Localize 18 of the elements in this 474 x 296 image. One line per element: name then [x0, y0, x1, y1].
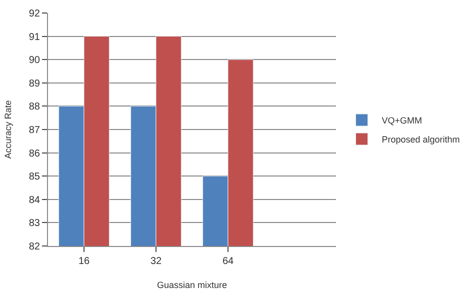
y-tick-label: 89 [28, 78, 40, 90]
x-tick-label: 64 [222, 256, 234, 267]
y-tick-label: 91 [28, 32, 40, 43]
y-tick-label: 90 [28, 55, 40, 66]
x-axis-title: Guassian mixture [156, 280, 228, 290]
y-tick-label: 88 [28, 102, 40, 113]
y-tick-label: 82 [28, 242, 40, 252]
x-tick-label: 32 [150, 256, 162, 267]
y-tick-label: 85 [28, 172, 40, 183]
y-axis-title: Accuracy Rate [3, 100, 14, 159]
y-tick-label: 92 [28, 8, 40, 20]
y-tick-label: 87 [28, 125, 40, 136]
y-tick-label: 86 [28, 148, 40, 160]
legend-label: Proposed algorithm [382, 134, 460, 145]
y-tick-label: 84 [28, 194, 40, 206]
x-tick-label: 16 [78, 256, 90, 267]
legend-label: VQ+GMM [382, 116, 422, 126]
y-tick-label: 83 [28, 218, 40, 230]
